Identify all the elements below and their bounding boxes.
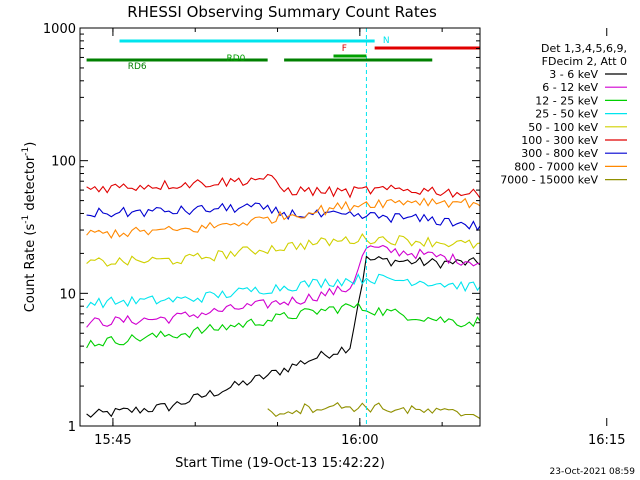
legend-entry-label-0: 3 - 6 keV [549,68,598,81]
series-line-3 [86,273,480,309]
plot-frame [79,27,481,427]
y-tick-label-1: 10 [59,287,76,302]
x-tick-label-0: 15:45 [94,433,131,448]
legend-entry-label-8: 7000 - 15000 keV [500,174,598,187]
legend-entry-label-7: 800 - 7000 keV [514,160,598,173]
legend-entry-label-3: 25 - 50 keV [535,108,598,121]
date-stamp: 23-Oct-2021 08:59 [550,467,636,477]
series-line-5 [86,173,480,200]
y-tick-label-3: 1000 [43,22,76,37]
y-tick-label-0: 1 [68,420,76,435]
flag-label-rd0: RD0 [227,54,246,64]
y-tick-label-2: 100 [51,155,76,170]
legend-header-line-2: FDecim 2, Att 0 [542,55,627,68]
legend-entry-label-5: 100 - 300 keV [521,134,598,147]
flag-label-n: N [383,36,390,46]
series-line-1 [86,244,480,328]
series-line-8 [267,402,480,420]
legend-entry-label-1: 6 - 12 keV [542,81,598,94]
legend-header-line-1: Det 1,3,4,5,6,9, [541,42,627,55]
flag-label-rd6: RD6 [128,62,147,72]
flag-label-f: F [342,44,347,54]
legend: Det 1,3,4,5,6,9, FDecim 2, Att 0 3 - 6 k… [500,42,627,187]
series-line-4 [86,233,480,267]
series-line-6 [86,202,480,232]
x-tick-label-2: 16:15 [588,433,625,448]
chart-title: RHESSI Observing Summary Count Rates [127,3,437,21]
y-axis-label: Count Rate (s-1 detector-1) [21,142,38,313]
series-line-2 [86,302,480,349]
series-line-7 [86,197,480,239]
legend-entry-label-6: 300 - 800 keV [521,147,598,160]
legend-entry-label-4: 50 - 100 keV [528,121,598,134]
legend-entry-label-2: 12 - 25 keV [535,94,598,107]
series-line-0 [86,255,480,418]
x-axis-label: Start Time (19-Oct-13 15:42:22) [175,456,385,471]
x-tick-label-1: 16:00 [341,433,378,448]
